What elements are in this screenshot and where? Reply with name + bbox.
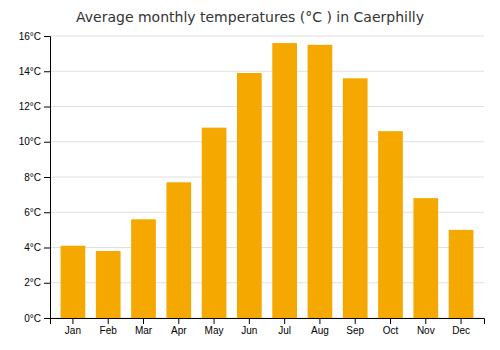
x-tick-label: Jul — [278, 325, 291, 336]
y-tick-mark — [44, 71, 50, 72]
y-tick: 8°C — [24, 172, 50, 183]
chart-container: Jan Feb Mar Apr May Jun Jul Aug Sep Oct Nov Dec 0°C 2… — [0, 0, 500, 350]
x-tick-mark — [143, 318, 144, 324]
x-tick-mark — [214, 318, 215, 324]
bars — [61, 43, 474, 318]
y-tick-label: 12°C — [19, 101, 41, 112]
y-tick-mark — [44, 248, 50, 249]
grid-line — [50, 141, 484, 142]
y-tick: 4°C — [24, 242, 50, 253]
bar — [131, 219, 156, 318]
x-tick-mark — [284, 318, 285, 324]
x-tick-label: Sep — [346, 325, 364, 336]
chart-svg: Jan Feb Mar Apr May Jun Jul Aug Sep Oct Nov Dec 0°C 2… — [0, 0, 500, 350]
grid-line — [50, 71, 484, 72]
x-tick: Aug — [311, 318, 329, 336]
x-tick: Mar — [135, 318, 153, 336]
y-tick-mark — [44, 107, 50, 108]
bar — [449, 230, 474, 318]
grid-line — [50, 106, 484, 107]
x-tick-label: Jan — [65, 325, 81, 336]
y-tick-mark — [44, 36, 50, 37]
x-tick: Dec — [452, 318, 470, 336]
x-tick: Feb — [100, 318, 118, 336]
plot-area: Jan Feb Mar Apr May Jun Jul Aug Sep Oct Nov Dec 0°C 2… — [19, 31, 485, 336]
grid-line — [50, 177, 484, 178]
x-tick-mark — [461, 318, 462, 324]
x-tick: Nov — [417, 318, 435, 336]
bar — [308, 45, 333, 318]
x-tick-label: May — [205, 325, 224, 336]
bar — [413, 198, 438, 318]
y-tick: 2°C — [24, 277, 50, 288]
x-tick-label: Aug — [311, 325, 329, 336]
y-tick-mark — [44, 142, 50, 143]
x-tick-label: Oct — [383, 325, 399, 336]
x-tick-mark — [108, 318, 109, 324]
y-tick: 0°C — [24, 313, 50, 324]
y-tick-label: 4°C — [24, 242, 41, 253]
y-tick-mark — [44, 318, 50, 319]
y-tick-label: 8°C — [24, 172, 41, 183]
x-tick-label: Nov — [417, 325, 435, 336]
bar — [202, 128, 227, 318]
y-tick-mark — [44, 283, 50, 284]
y-tick-label: 2°C — [24, 277, 41, 288]
y-tick: 16°C — [19, 31, 50, 42]
x-tick: Sep — [346, 318, 364, 336]
x-tick: Jun — [241, 318, 257, 336]
grid — [50, 36, 484, 318]
bar — [166, 182, 191, 318]
x-tick-mark — [355, 318, 356, 324]
x-tick-label: Apr — [171, 325, 187, 336]
y-tick: 12°C — [19, 101, 50, 112]
x-tick-label: Feb — [100, 325, 118, 336]
x-axis-line — [51, 319, 485, 325]
y-tick-label: 6°C — [24, 207, 41, 218]
y-tick-label: 16°C — [19, 31, 41, 42]
grid-line — [50, 36, 484, 37]
y-tick: 6°C — [24, 207, 50, 218]
x-tick-label: Dec — [452, 325, 470, 336]
y-axis: 0°C 2°C 4°C 6°C 8°C 10°C 12°C 14°C 16°C — [19, 31, 51, 324]
y-tick: 14°C — [19, 66, 50, 77]
bar — [61, 246, 86, 318]
x-tick-label: Mar — [135, 325, 153, 336]
x-tick: Oct — [383, 318, 399, 336]
x-tick-mark — [390, 318, 391, 324]
y-tick: 10°C — [19, 136, 50, 147]
y-tick-label: 0°C — [24, 313, 41, 324]
x-tick-mark — [178, 318, 179, 324]
bar — [96, 251, 121, 318]
x-tick: May — [205, 318, 224, 336]
bar — [272, 43, 297, 318]
y-tick-label: 10°C — [19, 136, 41, 147]
y-tick-mark — [44, 177, 50, 178]
bar — [343, 78, 368, 318]
bar — [378, 131, 403, 318]
y-axis-line — [44, 37, 51, 319]
title: Average monthly temperatures (°C ) in Ca… — [76, 9, 424, 25]
x-tick-mark — [425, 318, 426, 324]
y-tick-mark — [44, 212, 50, 213]
x-axis: Jan Feb Mar Apr May Jun Jul Aug Sep Oct Nov Dec — [51, 318, 485, 336]
x-tick: Jul — [278, 318, 291, 336]
x-tick: Jan — [65, 318, 81, 336]
bar — [237, 73, 262, 318]
x-tick-mark — [249, 318, 250, 324]
y-tick-label: 14°C — [19, 66, 41, 77]
x-tick: Apr — [171, 318, 187, 336]
x-tick-mark — [319, 318, 320, 324]
x-tick-label: Jun — [241, 325, 257, 336]
x-tick-mark — [72, 318, 73, 324]
